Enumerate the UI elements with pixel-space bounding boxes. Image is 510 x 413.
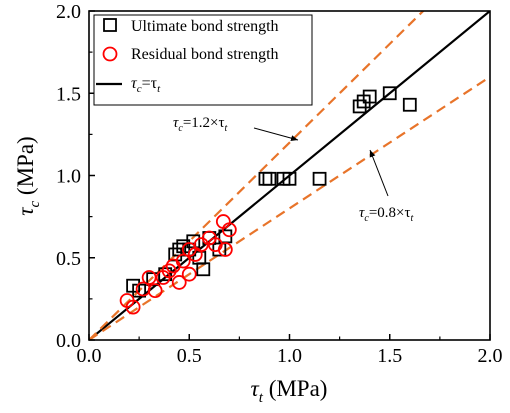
axis-ticks: 0.0 0.5 1.0 1.5 2.0 0.0 0.5 1.0 1.5 2.0 xyxy=(56,1,503,367)
y-tick-label: 2.0 xyxy=(56,1,81,23)
legend-label-ultimate: Ultimate bond strength xyxy=(131,18,279,35)
ultimate-point xyxy=(382,86,397,101)
reference-line-2 xyxy=(89,75,490,340)
y-tick-label: 0.5 xyxy=(56,248,81,270)
residual-point xyxy=(147,283,163,299)
annotation-lower-label: τc=0.8×τt xyxy=(359,205,414,224)
y-tick-label: 0.0 xyxy=(56,330,81,352)
x-tick-label: 1.5 xyxy=(377,345,402,367)
ultimate-point xyxy=(352,99,367,114)
y-tick-label: 1.5 xyxy=(56,83,81,105)
ultimate-point xyxy=(402,97,417,112)
ultimate-point xyxy=(212,242,227,257)
x-axis-title: τt (MPa) xyxy=(251,376,328,406)
x-tick-label: 1.0 xyxy=(277,345,302,367)
ultimate-point xyxy=(258,171,273,186)
x-tick-label: 0.5 xyxy=(177,345,202,367)
annotation-upper-arrow xyxy=(253,127,299,142)
residual-point xyxy=(171,275,187,290)
ultimate-point xyxy=(262,171,277,186)
legend-label-residual: Residual bond strength xyxy=(131,46,279,63)
x-tick-label: 0.0 xyxy=(77,345,102,367)
residual-point xyxy=(161,263,177,279)
residual-point xyxy=(125,299,141,315)
residual-point xyxy=(217,242,233,257)
annotation-lower: τc=0.8×τt xyxy=(359,149,414,224)
annotation-upper: τc=1.2×τt xyxy=(173,115,299,142)
ultimate-point xyxy=(158,267,173,282)
ultimate-point xyxy=(312,171,327,186)
annotation-lower-arrow xyxy=(369,149,389,197)
legend-square-marker xyxy=(103,18,117,32)
legend-circle-marker xyxy=(102,46,118,62)
y-axis-title: τc (MPa) xyxy=(13,136,43,215)
residual-point xyxy=(181,266,197,282)
residual-point xyxy=(141,270,157,285)
legend-label-line: τc=τt xyxy=(131,75,161,95)
y-tick-label: 1.0 xyxy=(56,166,81,188)
ultimate-point xyxy=(196,262,211,277)
legend: Ultimate bond strength Residual bond str… xyxy=(93,14,313,106)
residual-point xyxy=(175,253,191,269)
residual-point xyxy=(221,222,237,238)
annotation-upper-label: τc=1.2×τt xyxy=(173,115,228,134)
ultimate-point xyxy=(362,89,377,104)
data-points xyxy=(119,86,417,315)
ultimate-point xyxy=(282,171,297,186)
ultimate-point xyxy=(186,234,201,249)
x-tick-label: 2.0 xyxy=(478,345,503,367)
legend-box xyxy=(93,14,313,106)
